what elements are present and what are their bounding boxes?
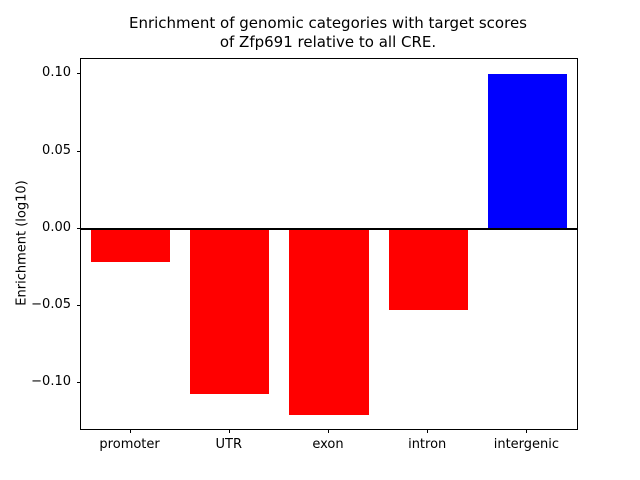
y-tick-−0.10: [77, 381, 81, 383]
bar-intron: [388, 228, 468, 311]
plot-area: [80, 58, 578, 430]
x-tick-label-intergenic: intergenic: [493, 437, 560, 452]
y-tick-−0.05: [77, 304, 81, 306]
x-tick-exon: [328, 429, 329, 433]
y-tick-label-0.10: 0.10: [42, 65, 71, 81]
y-tick-label-−0.10: −0.10: [31, 373, 71, 389]
x-tick-label-intron: intron: [408, 437, 447, 452]
x-tick-label-UTR: UTR: [215, 437, 243, 452]
y-tick-0.05: [77, 150, 81, 152]
bar-exon: [289, 228, 369, 416]
x-tick-label-promoter: promoter: [99, 437, 160, 452]
x-tick-UTR: [228, 429, 230, 433]
chart-title: Enrichment of genomic categories with ta…: [128, 14, 527, 51]
y-tick-0.00: [77, 227, 81, 229]
x-tick-promoter: [129, 429, 131, 433]
x-tick-intergenic: [526, 429, 528, 433]
x-tick-label-exon: exon: [312, 437, 344, 452]
x-tick-intron: [427, 429, 429, 433]
y-tick-label-0.05: 0.05: [42, 142, 71, 158]
y-tick-label-0.00: 0.00: [42, 219, 71, 235]
bar-UTR: [190, 228, 270, 394]
y-axis-label: Enrichment (log10): [14, 180, 30, 306]
zero-line: [81, 227, 577, 230]
bar-intergenic: [487, 74, 568, 229]
y-tick-0.10: [77, 73, 81, 75]
y-tick-label-−0.05: −0.05: [31, 296, 71, 312]
bar-promoter: [90, 228, 171, 263]
